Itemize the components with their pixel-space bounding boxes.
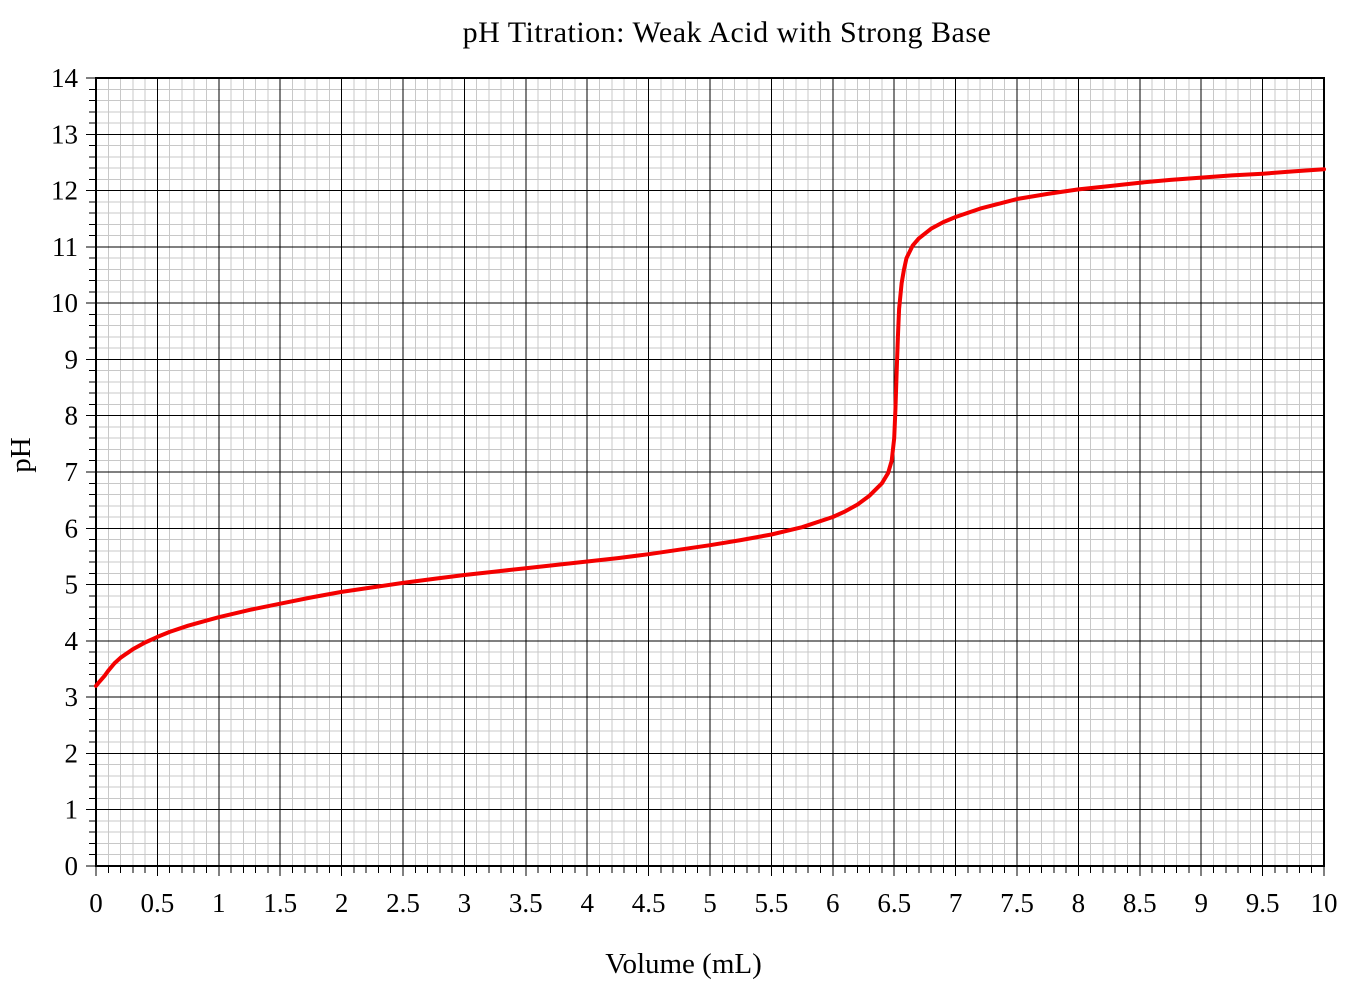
x-tick-label: 3	[458, 888, 472, 918]
y-tick-label: 5	[65, 570, 79, 600]
y-tick-label: 14	[51, 63, 79, 93]
y-tick-label: 6	[65, 513, 79, 543]
x-tick-label: 3.5	[509, 888, 543, 918]
chart-title: pH Titration: Weak Acid with Strong Base	[462, 16, 992, 49]
y-tick-label: 10	[51, 288, 78, 318]
y-tick-label: 4	[65, 626, 79, 656]
y-tick-label: 1	[65, 795, 79, 825]
x-tick-label: 6	[826, 888, 840, 918]
x-tick-label: 4.5	[632, 888, 666, 918]
titration-curve	[94, 167, 1326, 688]
x-tick-labels: 0 0.5 1 1.5 2 2.5 3 3.5 4 4.5 5 5.5 6 6.5 7 7.5 8 8.5 9 9.5…	[89, 888, 1337, 918]
x-tick-label: 5.5	[755, 888, 789, 918]
y-tick-label: 13	[51, 119, 78, 149]
y-tick-label: 9	[65, 344, 79, 374]
x-tick-label: 8.5	[1123, 888, 1157, 918]
x-tick-label: 10	[1311, 888, 1338, 918]
y-tick-label: 8	[65, 401, 79, 431]
y-tick-label: 11	[52, 232, 78, 262]
y-axis-title: pH	[5, 437, 37, 473]
y-tick-label: 7	[65, 457, 79, 487]
plot-border	[95, 77, 1325, 867]
x-tick-label: 2.5	[386, 888, 420, 918]
x-tick-label: 9	[1194, 888, 1208, 918]
x-tick-label: 0	[89, 888, 103, 918]
axis-ticks	[86, 77, 1325, 876]
x-tick-label: 0.5	[141, 888, 175, 918]
x-tick-label: 9.5	[1246, 888, 1280, 918]
y-tick-label: 3	[65, 682, 79, 712]
x-tick-label: 8	[1072, 888, 1086, 918]
major-gridlines	[95, 77, 1325, 867]
x-tick-label: 4	[580, 888, 594, 918]
x-axis-title: Volume (mL)	[605, 948, 762, 980]
x-tick-label: 7	[949, 888, 963, 918]
x-tick-label: 6.5	[877, 888, 911, 918]
x-tick-label: 1.5	[263, 888, 297, 918]
y-tick-label: 12	[51, 176, 78, 206]
x-tick-label: 1	[212, 888, 226, 918]
y-tick-label: 2	[65, 738, 79, 768]
y-tick-label: 0	[65, 851, 79, 881]
x-tick-label: 2	[335, 888, 349, 918]
x-tick-label: 7.5	[1000, 888, 1034, 918]
x-tick-label: 5	[703, 888, 717, 918]
